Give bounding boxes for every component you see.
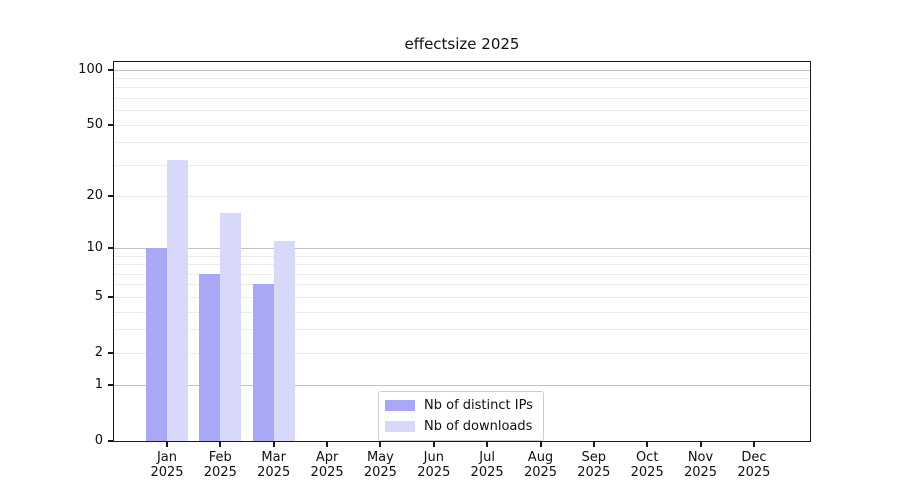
y-tick-label: 1 xyxy=(94,377,103,393)
gridline-minor xyxy=(114,311,810,313)
y-tick-label: 20 xyxy=(86,188,103,203)
gridline-minor xyxy=(114,255,810,257)
legend-item: Nb of distinct IPs xyxy=(385,397,537,414)
gridline-minor xyxy=(114,329,810,331)
gridline-minor xyxy=(114,273,810,275)
y-tick-label: 0 xyxy=(94,433,103,448)
y-tickmark xyxy=(108,247,113,249)
x-tickmark xyxy=(272,442,275,447)
gridline-major xyxy=(114,69,810,71)
x-tick-label: May 2025 xyxy=(363,450,397,480)
x-tickmark xyxy=(699,442,702,447)
gridline-minor xyxy=(114,352,810,354)
gridline-minor xyxy=(114,142,810,144)
bar-nb-of-distinct-ips-feb xyxy=(199,273,221,441)
x-tickmark xyxy=(539,442,542,447)
y-tickmark xyxy=(108,384,113,387)
x-tickmark xyxy=(592,442,595,447)
x-tick-label: Jan 2025 xyxy=(150,450,184,480)
y-tickmark xyxy=(108,123,113,126)
x-tickmark xyxy=(219,442,222,447)
gridline-minor xyxy=(114,110,810,112)
gridline-minor xyxy=(114,98,810,99)
x-tick-label: Nov 2025 xyxy=(683,450,718,480)
gridline-major xyxy=(114,248,810,249)
y-tick-label: 2 xyxy=(94,344,103,360)
gridline-minor xyxy=(114,296,810,298)
y-tickmark xyxy=(108,195,113,197)
y-tick-label: 10 xyxy=(86,240,103,255)
y-tickmark xyxy=(108,440,113,442)
legend-label: Nb of downloads xyxy=(424,419,533,434)
gridline-minor xyxy=(114,124,810,126)
y-tickmark xyxy=(108,351,113,354)
y-tick-label: 100 xyxy=(78,61,103,77)
x-tick-label: Mar 2025 xyxy=(257,450,291,480)
gridline-minor xyxy=(114,264,810,266)
x-tickmark xyxy=(166,442,168,447)
x-tickmark xyxy=(486,442,489,447)
plot-area xyxy=(113,61,811,442)
x-tickmark xyxy=(752,442,755,447)
gridline-minor xyxy=(114,78,810,79)
x-tickmark xyxy=(432,442,435,447)
gridline-major xyxy=(114,385,810,387)
y-tickmark xyxy=(108,295,113,298)
chart-title: effectsize 2025 xyxy=(404,35,520,53)
x-tick-label: Jul 2025 xyxy=(470,450,504,480)
x-tickmark xyxy=(326,442,329,447)
legend-swatch xyxy=(385,421,415,432)
bar-nb-of-downloads-jan xyxy=(167,159,188,441)
x-tick-label: Dec 2025 xyxy=(737,450,771,480)
legend-swatch xyxy=(385,400,415,411)
gridline-minor xyxy=(114,164,810,166)
bar-nb-of-downloads-mar xyxy=(273,241,295,441)
y-tickmark xyxy=(108,68,113,71)
bar-nb-of-distinct-ips-jan xyxy=(146,248,167,441)
gridline-minor xyxy=(114,87,810,89)
bar-nb-of-downloads-feb xyxy=(220,213,242,441)
y-tick-label: 5 xyxy=(94,288,103,304)
x-tickmark xyxy=(646,442,649,447)
legend-label: Nb of distinct IPs xyxy=(424,398,533,413)
gridline-minor xyxy=(114,196,810,197)
bar-nb-of-distinct-ips-mar xyxy=(252,284,274,441)
legend: Nb of distinct IPs Nb of downloads xyxy=(378,391,544,441)
x-tick-label: Apr 2025 xyxy=(310,450,344,480)
x-tick-label: Sep 2025 xyxy=(577,450,611,480)
x-tick-label: Aug 2025 xyxy=(523,450,558,480)
x-tick-label: Feb 2025 xyxy=(203,450,237,480)
gridline-minor xyxy=(114,284,810,286)
x-tickmark xyxy=(379,442,382,447)
y-tick-label: 50 xyxy=(86,116,103,132)
x-tick-label: Jun 2025 xyxy=(417,450,451,480)
x-tick-label: Oct 2025 xyxy=(630,450,664,480)
legend-item: Nb of downloads xyxy=(385,418,537,435)
